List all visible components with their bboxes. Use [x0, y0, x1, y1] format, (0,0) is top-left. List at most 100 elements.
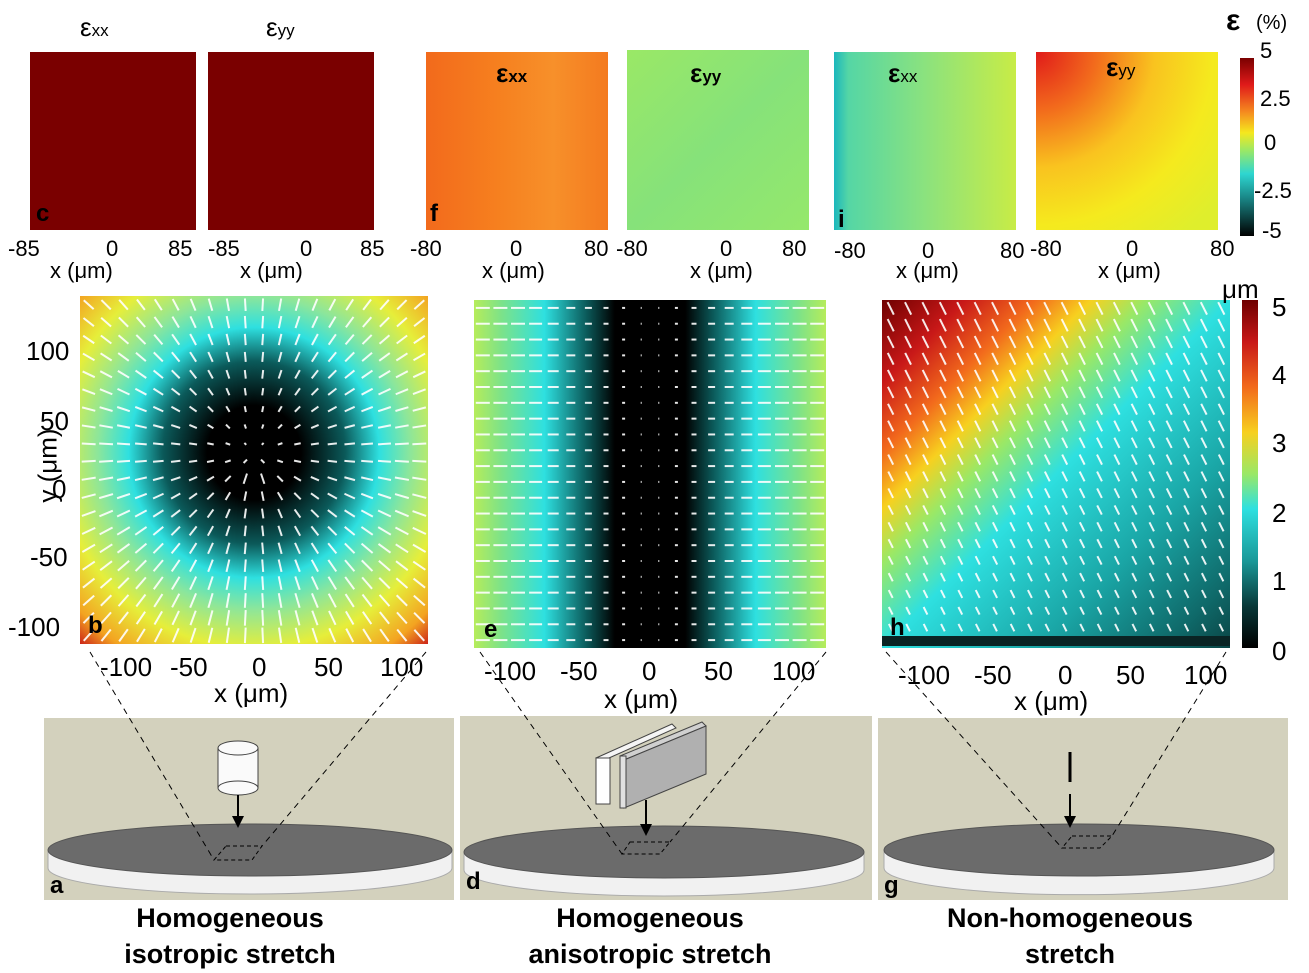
- vector-arrow: [294, 627, 301, 644]
- vector-arrow: [1026, 555, 1033, 566]
- vector-arrow: [243, 424, 247, 429]
- vector-arrow: [1044, 555, 1051, 566]
- vector-arrow: [345, 316, 355, 328]
- vector-arrow: [1043, 301, 1052, 316]
- vector-arrow: [1026, 521, 1034, 532]
- vector-arrow: [905, 538, 912, 549]
- vector-arrow: [1026, 471, 1034, 482]
- vector-arrow: [1166, 572, 1173, 582]
- vector-arrow: [310, 492, 320, 500]
- vector-arrow: [1200, 335, 1208, 349]
- vector-arrow: [1217, 301, 1226, 316]
- vector-arrow: [887, 538, 894, 549]
- vector-arrow: [293, 459, 302, 463]
- vector-arrow: [396, 334, 408, 345]
- vector-arrow: [991, 454, 999, 466]
- vector-arrow: [974, 386, 982, 399]
- strain-map-i-exx: [834, 52, 1016, 230]
- vector-arrow: [225, 387, 231, 396]
- vector-arrow: [136, 298, 146, 311]
- vector-arrow: [991, 488, 999, 499]
- vector-arrow: [225, 442, 231, 446]
- vector-arrow: [413, 611, 426, 624]
- vector-arrow: [225, 423, 231, 430]
- vector-arrow: [1009, 589, 1016, 599]
- vector-arrow: [81, 476, 96, 481]
- vector-arrow: [1043, 420, 1051, 432]
- b-ytick-50: 50: [40, 406, 69, 436]
- vector-arrow: [1218, 623, 1225, 632]
- vector-arrow: [921, 369, 930, 382]
- vector-arrow: [1218, 555, 1225, 566]
- vector-arrow: [1147, 301, 1156, 316]
- vector-arrow: [345, 610, 355, 625]
- vector-arrow: [327, 387, 338, 396]
- vector-arrow: [1200, 488, 1208, 499]
- vector-arrow: [327, 509, 338, 518]
- vector-arrow: [188, 423, 198, 430]
- vector-arrow: [1148, 589, 1155, 599]
- vector-arrow: [361, 387, 374, 396]
- vector-arrow: [171, 333, 181, 346]
- vector-arrow: [974, 606, 981, 616]
- vector-arrow: [188, 525, 198, 537]
- vector-arrow: [1200, 352, 1208, 366]
- vector-arrow: [344, 442, 356, 446]
- vector-arrow: [261, 387, 265, 396]
- vector-arrow: [1114, 623, 1120, 632]
- tick-f-xx-mid: 0: [510, 236, 523, 261]
- vector-arrow: [243, 405, 247, 413]
- vector-arrow: [207, 442, 214, 446]
- vector-arrow: [904, 504, 912, 516]
- vector-arrow: [1200, 454, 1208, 466]
- vector-arrow: [1217, 369, 1226, 382]
- vector-arrow: [1009, 437, 1016, 449]
- vector-arrow: [1166, 606, 1172, 616]
- vector-arrow: [1060, 352, 1069, 366]
- vector-arrow: [1130, 403, 1138, 416]
- vector-arrow: [991, 318, 1000, 332]
- vector-arrow: [939, 572, 946, 582]
- vector-arrow: [1043, 318, 1052, 332]
- vector-arrow: [189, 351, 197, 363]
- panel-label-a: a: [50, 872, 64, 899]
- vector-arrow: [225, 610, 231, 626]
- disp-cbar-tick-3: 3: [1272, 428, 1287, 458]
- panel-label-g: g: [884, 872, 899, 899]
- vector-arrow: [904, 369, 912, 382]
- vector-arrow: [1217, 454, 1225, 466]
- roi-a: [212, 845, 263, 861]
- vector-arrow: [189, 405, 198, 413]
- strain-cbar-tick-2.5: 2.5: [1260, 86, 1291, 111]
- h-xlabel: x (μm): [1014, 686, 1089, 716]
- vector-arrow: [116, 492, 131, 500]
- vector-arrow: [1200, 386, 1208, 399]
- vector-arrow: [922, 521, 929, 532]
- vector-arrow: [1165, 352, 1173, 366]
- disp-map-e: [474, 300, 826, 648]
- vector-arrow: [243, 315, 247, 329]
- vector-arrow: [294, 423, 301, 430]
- vector-arrow: [225, 576, 231, 591]
- vector-arrow: [379, 316, 390, 328]
- vector-arrow: [1026, 386, 1034, 399]
- vector-arrow: [277, 576, 283, 591]
- vector-arrow: [1008, 335, 1017, 349]
- strain-cbar-tick-minus5: -5: [1262, 218, 1282, 243]
- vector-arrow: [360, 542, 374, 554]
- vector-arrow: [412, 424, 427, 429]
- vector-arrow: [1096, 572, 1103, 582]
- vector-arrow: [904, 521, 912, 532]
- proj-line-a-right: [261, 651, 427, 847]
- caption-g-line1: Non-homogeneous: [947, 903, 1193, 933]
- xlabel-c-yy: x (μm): [240, 258, 303, 283]
- tick-c-yy-right: 85: [360, 236, 385, 261]
- vector-arrow: [344, 459, 356, 463]
- vector-arrow: [1079, 572, 1086, 582]
- vector-arrow: [116, 406, 131, 413]
- vector-arrow: [939, 437, 947, 449]
- vector-arrow: [412, 510, 427, 517]
- caption-g-line2: stretch: [1024, 939, 1116, 969]
- vector-arrow: [81, 510, 96, 517]
